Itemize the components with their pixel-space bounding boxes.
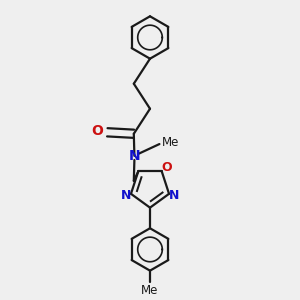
Text: N: N [169, 189, 179, 202]
Text: O: O [92, 124, 104, 138]
Text: O: O [161, 161, 172, 174]
Text: Me: Me [141, 284, 159, 297]
Text: Me: Me [162, 136, 179, 149]
Text: N: N [129, 149, 140, 163]
Text: N: N [121, 189, 131, 202]
